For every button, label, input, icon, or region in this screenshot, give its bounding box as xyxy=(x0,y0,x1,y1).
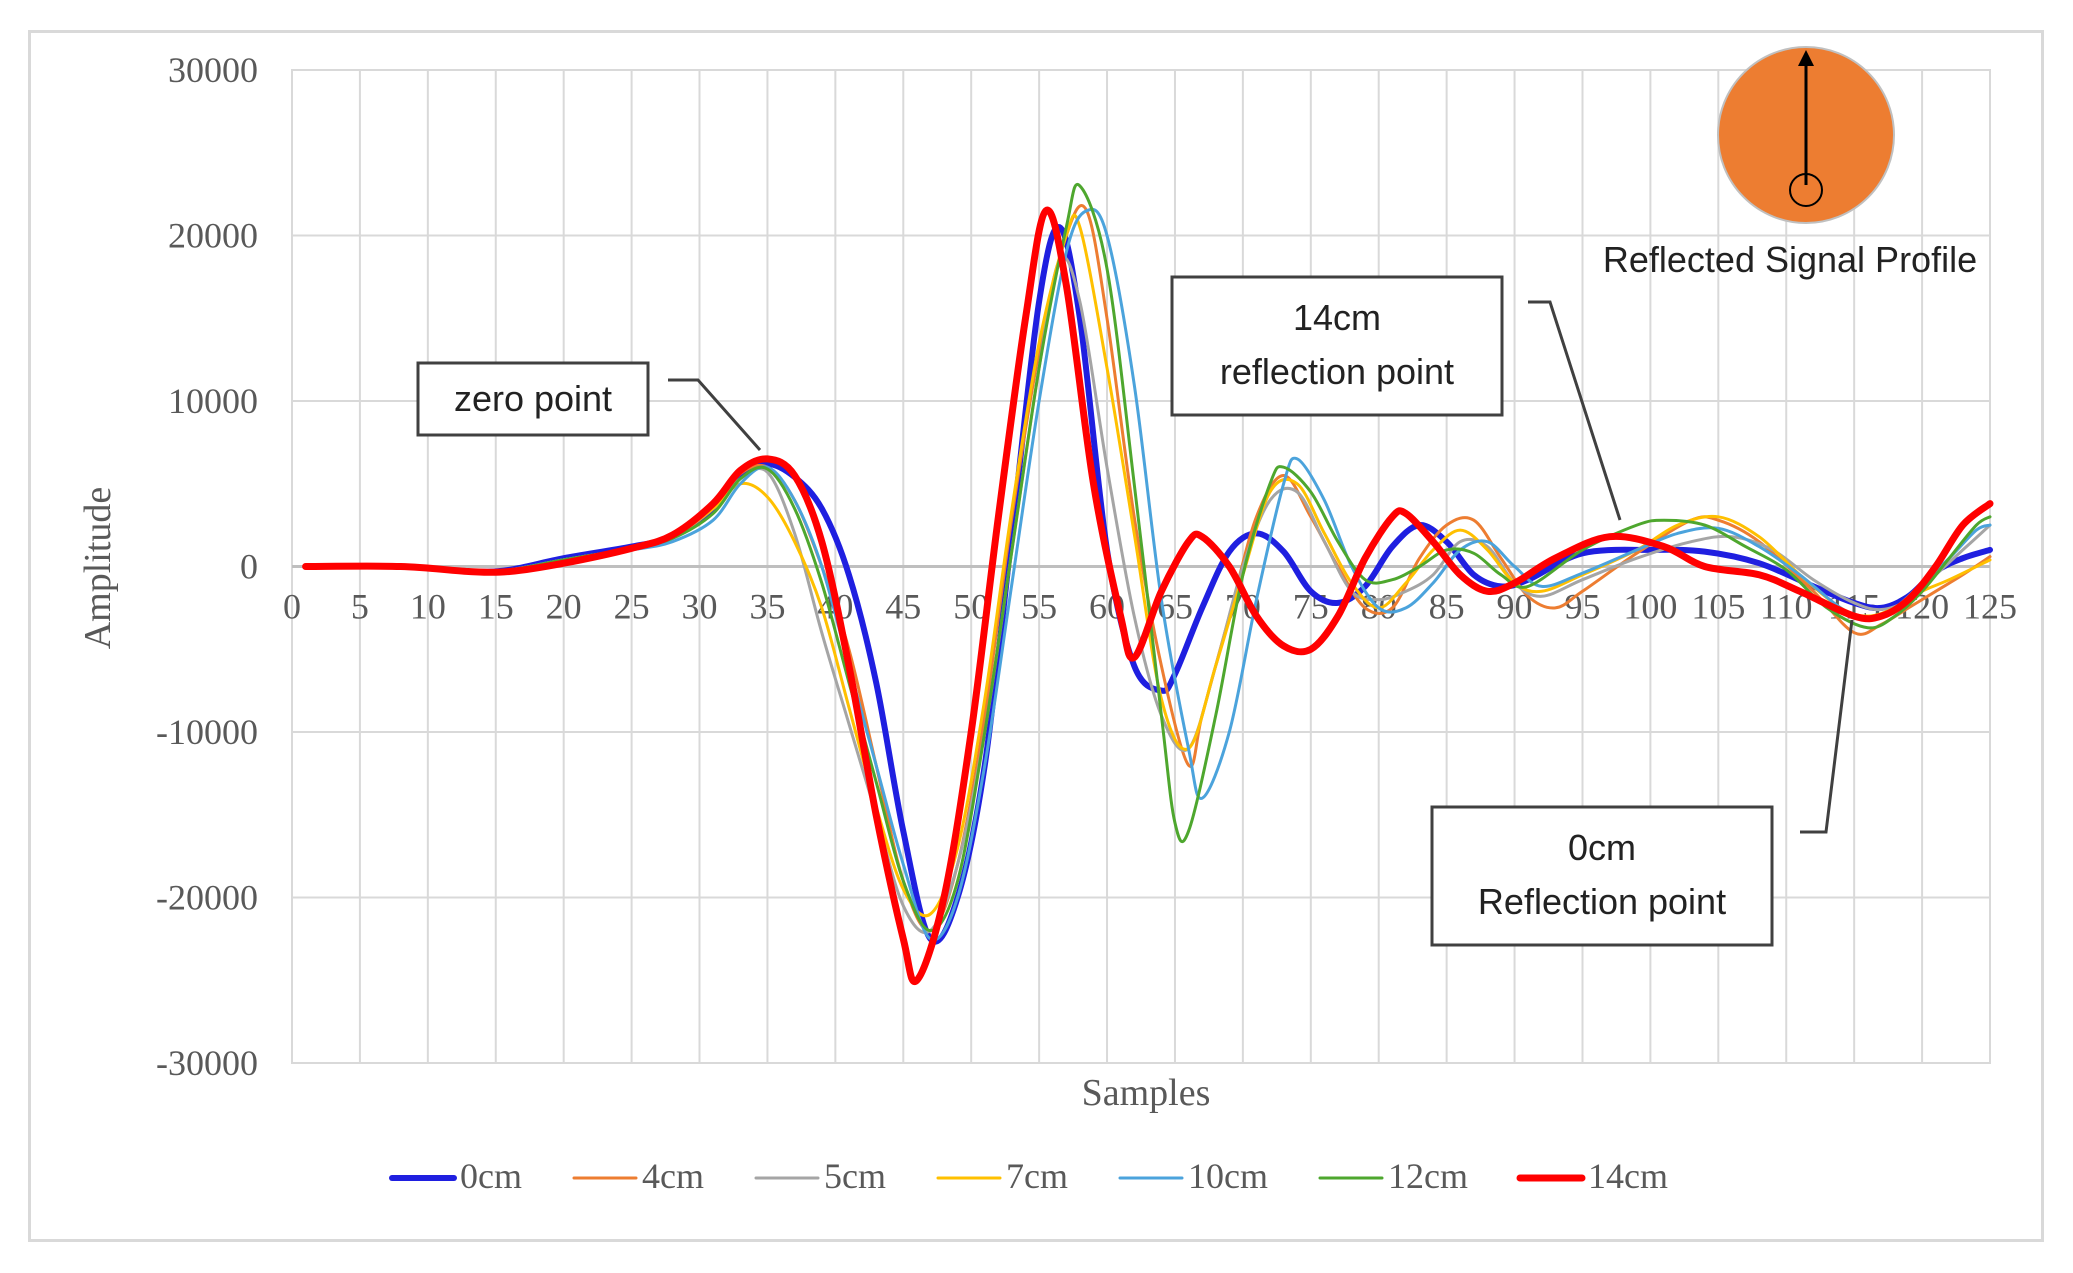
x-tick-label: 55 xyxy=(1021,587,1057,627)
x-tick-label: 30 xyxy=(682,587,718,627)
reflection-0cm-leader xyxy=(1800,619,1854,834)
reflection-0cm-callout: 0cm Reflection point xyxy=(1430,619,1854,947)
x-tick-labels: 0 5 10 15 20 25 30 35 40 45 50 55 60 65 70 75 80 85 90 95 10… xyxy=(283,587,2017,627)
reflection-0cm-box xyxy=(1430,805,1774,947)
y-tick-label: -10000 xyxy=(156,712,258,752)
y-tick-labels: 30000 20000 10000 0 -10000 -20000 -30000 xyxy=(156,50,258,1083)
reflection-14cm-callout: 14cm reflection point xyxy=(1170,275,1622,521)
legend-label-7cm: 7cm xyxy=(1006,1156,1068,1196)
grid-lines xyxy=(291,69,1991,1064)
y-tick-label: -30000 xyxy=(156,1043,258,1083)
zero-point-box xyxy=(416,361,650,437)
series-line-12cm xyxy=(304,182,1992,933)
legend-label-0cm: 0cm xyxy=(460,1156,522,1196)
reflection-0cm-line2: Reflection point xyxy=(1478,881,1726,922)
inset-arrow-head xyxy=(1798,50,1814,66)
series-line-14cm xyxy=(302,206,1994,986)
legend-label-5cm: 5cm xyxy=(824,1156,886,1196)
reflection-14cm-line2: reflection point xyxy=(1220,351,1454,392)
x-tick-label: 85 xyxy=(1429,587,1465,627)
x-tick-label: 95 xyxy=(1564,587,1600,627)
reflection-14cm-leader xyxy=(1528,300,1622,521)
y-tick-label: 30000 xyxy=(168,50,258,90)
series-line-10cm xyxy=(304,207,1992,942)
x-tick-label: 20 xyxy=(546,587,582,627)
inset-profile: Reflected Signal Profile xyxy=(1603,46,1977,280)
x-tick-label: 125 xyxy=(1963,587,2017,627)
y-tick-label: 10000 xyxy=(168,381,258,421)
inset-reflection-marker xyxy=(1789,173,1823,207)
legend-label-14cm: 14cm xyxy=(1588,1156,1668,1196)
x-tick-label: 35 xyxy=(749,587,785,627)
x-axis-title: Samples xyxy=(1082,1072,1211,1114)
zero-point-leader xyxy=(668,378,762,451)
series-line-7cm xyxy=(304,213,1992,918)
x-tick-label: 5 xyxy=(351,587,369,627)
x-tick-label: 15 xyxy=(478,587,514,627)
legend-label-10cm: 10cm xyxy=(1188,1156,1268,1196)
legend: 0cm 4cm 5cm 7cm 10cm 12cm 14cm xyxy=(389,1156,1668,1196)
x-tick-label: 25 xyxy=(614,587,650,627)
reflection-14cm-line1: 14cm xyxy=(1293,297,1381,338)
x-tick-label: 100 xyxy=(1623,587,1677,627)
y-tick-label: 0 xyxy=(240,547,258,587)
y-tick-label: 20000 xyxy=(168,216,258,256)
series-line-5cm xyxy=(304,255,1992,934)
reflection-14cm-box xyxy=(1170,275,1504,417)
legend-label-4cm: 4cm xyxy=(642,1156,704,1196)
x-tick-label: 0 xyxy=(283,587,301,627)
inset-label: Reflected Signal Profile xyxy=(1603,239,1977,280)
x-tick-label: 45 xyxy=(885,587,921,627)
series-lines xyxy=(302,182,1994,986)
y-axis-title: Amplitude xyxy=(77,487,119,650)
legend-label-12cm: 12cm xyxy=(1388,1156,1468,1196)
reflection-0cm-line1: 0cm xyxy=(1568,827,1636,868)
x-tick-label: 105 xyxy=(1691,587,1745,627)
y-tick-label: -20000 xyxy=(156,878,258,918)
zero-point-callout: zero point xyxy=(416,361,762,451)
zero-point-label: zero point xyxy=(454,378,612,419)
x-tick-label: 10 xyxy=(410,587,446,627)
